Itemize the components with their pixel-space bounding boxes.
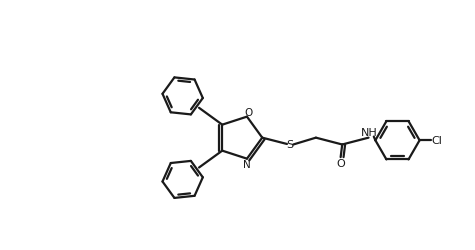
- Text: N: N: [243, 160, 251, 170]
- Text: S: S: [286, 140, 293, 150]
- Text: Cl: Cl: [431, 136, 442, 146]
- Text: O: O: [336, 159, 345, 169]
- Text: NH: NH: [361, 128, 378, 138]
- Text: O: O: [244, 108, 252, 118]
